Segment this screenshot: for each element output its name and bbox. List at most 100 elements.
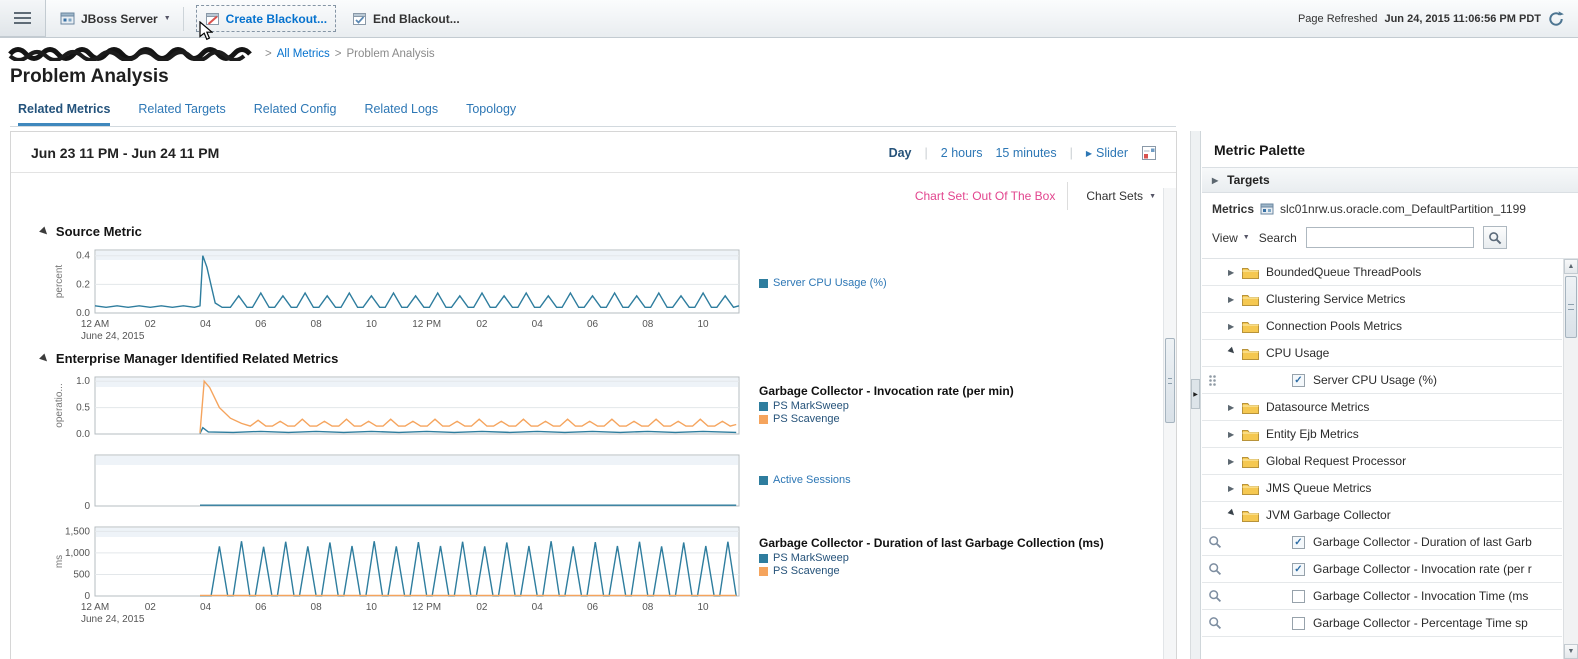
svg-text:0.4: 0.4 <box>76 251 90 262</box>
metric-search-icon[interactable] <box>1208 589 1222 603</box>
legend-entry: PS MarkSweep <box>759 552 1149 564</box>
tree-row[interactable]: ▶ Datasource Metrics <box>1202 394 1562 421</box>
tree-row[interactable]: ✓ Garbage Collector - Invocation rate (pe… <box>1202 556 1562 583</box>
svg-text:10: 10 <box>366 602 378 613</box>
metric-checkbox[interactable] <box>1292 616 1305 630</box>
calendar-icon[interactable] <box>1141 145 1158 161</box>
tab-topology[interactable]: Topology <box>466 102 517 116</box>
slider-toggle[interactable]: ▶ Slider <box>1086 146 1128 160</box>
tree-row[interactable]: ▶ Connection Pools Metrics <box>1202 313 1562 340</box>
partition-target-icon <box>1260 202 1274 216</box>
legend-swatch <box>759 278 768 288</box>
tree-row[interactable]: ▶ Global Request Processor <box>1202 448 1562 475</box>
metric-search-icon[interactable] <box>1208 535 1222 549</box>
tree-row[interactable]: ✓ Garbage Collector - Duration of last Ga… <box>1202 529 1562 556</box>
splitter-collapse-handle[interactable]: ▶ <box>1191 379 1200 409</box>
blackout-icon <box>205 11 220 26</box>
main-scrollbar-thumb[interactable] <box>1165 338 1175 423</box>
metric-search-icon[interactable] <box>1208 616 1222 630</box>
metric-search-icon[interactable] <box>1208 562 1222 576</box>
end-blackout-button[interactable]: End Blackout... <box>344 6 468 31</box>
svg-text:06: 06 <box>587 319 599 330</box>
expand-icon[interactable]: ▶ <box>1228 267 1235 277</box>
play-icon: ▶ <box>1085 148 1093 158</box>
collapse-icon[interactable]: ▶ <box>1226 344 1238 356</box>
tree-row[interactable]: ▶ BoundedQueue ThreadPools <box>1202 259 1562 286</box>
legend-swatch <box>759 553 768 563</box>
metric-checkbox[interactable] <box>1292 589 1305 603</box>
panel-splitter[interactable]: ▶ <box>1190 131 1201 659</box>
palette-scrollbar-thumb[interactable] <box>1565 276 1577 338</box>
view-2hours-link[interactable]: 2 hours <box>940 146 983 160</box>
expand-icon[interactable]: ▶ <box>1228 321 1235 331</box>
metric-checkbox[interactable]: ✓ <box>1292 373 1305 387</box>
main-scrollbar[interactable] <box>1163 188 1176 659</box>
scroll-down-button[interactable]: ▼ <box>1564 644 1578 659</box>
breadcrumb-link-all-metrics[interactable]: All Metrics <box>276 48 330 60</box>
tab-bar: Related Metrics Related Targets Related … <box>10 102 1176 127</box>
legend-label[interactable]: Server CPU Usage (%) <box>773 277 887 289</box>
svg-text:12 PM: 12 PM <box>412 319 441 330</box>
section-source-metric[interactable]: ▶ Source Metric <box>39 224 1176 239</box>
active-sessions-legend: Active Sessions <box>759 450 1149 514</box>
legend-label[interactable]: Active Sessions <box>773 474 851 486</box>
row-gutter <box>1202 535 1228 549</box>
time-range-label: Jun 23 11 PM - Jun 24 11 PM <box>31 145 220 161</box>
expand-icon[interactable]: ▶ <box>1228 294 1235 304</box>
targets-section-header[interactable]: ▶ Targets <box>1202 167 1578 193</box>
tree-row[interactable]: ▶ JVM Garbage Collector <box>1202 502 1562 529</box>
folder-label: CPU Usage <box>1266 346 1330 360</box>
target-menu-button[interactable]: JBoss Server ▼ <box>60 11 171 26</box>
tree-row[interactable]: ✓ Server CPU Usage (%) <box>1202 367 1562 394</box>
tab-related-metrics[interactable]: Related Metrics <box>18 102 111 126</box>
tab-related-logs[interactable]: Related Logs <box>364 102 439 116</box>
scroll-up-button[interactable]: ▲ <box>1564 259 1578 274</box>
expand-icon[interactable]: ▶ <box>1228 483 1235 493</box>
svg-text:percent: percent <box>54 265 65 299</box>
legend-swatch <box>759 475 768 485</box>
divider: | <box>1069 146 1073 160</box>
tree-row[interactable]: ▶ Entity Ejb Metrics <box>1202 421 1562 448</box>
legend-label: PS MarkSweep <box>773 400 849 412</box>
gc-invocation-rate-chart: 0.0 0.5 1.0 operatio... <box>49 372 749 442</box>
view-15minutes-link[interactable]: 15 minutes <box>995 146 1057 160</box>
tree-row[interactable]: ▶ JMS Queue Metrics <box>1202 475 1562 502</box>
tree-row[interactable]: ▶ CPU Usage <box>1202 340 1562 367</box>
tab-related-config[interactable]: Related Config <box>253 102 337 116</box>
metric-checkbox[interactable]: ✓ <box>1292 535 1305 549</box>
page-title: Problem Analysis <box>10 66 169 87</box>
folder-label: JMS Queue Metrics <box>1266 481 1372 495</box>
search-input[interactable] <box>1305 227 1474 248</box>
tree-row[interactable]: ▶ Clustering Service Metrics <box>1202 286 1562 313</box>
view-menu-button[interactable]: View ▼ <box>1212 231 1250 245</box>
palette-scrollbar[interactable]: ▲ ▼ <box>1563 259 1578 659</box>
search-button[interactable] <box>1482 226 1507 249</box>
expand-icon[interactable]: ▶ <box>1228 402 1235 412</box>
expand-icon[interactable]: ▶ <box>1228 429 1235 439</box>
folder-icon <box>1242 320 1259 333</box>
create-blackout-button[interactable]: Create Blackout... <box>195 5 337 32</box>
chart-row: 0.0 0.5 1.0 operatio... Garbage Collector -… <box>49 372 1176 442</box>
metric-checkbox[interactable]: ✓ <box>1292 562 1305 576</box>
tree-row[interactable]: Garbage Collector - Percentage Time sp <box>1202 610 1562 637</box>
legend-entry: PS MarkSweep <box>759 400 1149 412</box>
tree-row[interactable]: Garbage Collector - Invocation Time (ms <box>1202 583 1562 610</box>
chart-sets-dropdown[interactable]: Chart Sets ▼ <box>1080 185 1162 207</box>
view-day-link[interactable]: Day <box>888 146 912 160</box>
tab-related-targets[interactable]: Related Targets <box>138 102 226 116</box>
search-label: Search <box>1258 230 1297 245</box>
menu-toggle-button[interactable] <box>0 0 46 37</box>
page-refreshed: Page Refreshed Jun 24, 2015 11:06:56 PM … <box>1298 10 1578 27</box>
legend-label: PS Scavenge <box>773 565 840 577</box>
svg-text:08: 08 <box>642 319 654 330</box>
expand-icon[interactable]: ▶ <box>1228 456 1235 466</box>
refresh-icon[interactable] <box>1548 10 1564 27</box>
folder-icon <box>1242 347 1259 360</box>
section-related-metrics[interactable]: ▶ Enterprise Manager Identified Related … <box>39 351 1176 366</box>
folder-icon <box>1242 266 1259 279</box>
charts-panel: Jun 23 11 PM - Jun 24 11 PM Day | 2 hour… <box>10 131 1177 659</box>
collapse-icon[interactable]: ▶ <box>1226 506 1238 518</box>
folder-label: JVM Garbage Collector <box>1266 508 1391 522</box>
drag-handle-icon[interactable] <box>1208 374 1217 387</box>
svg-text:08: 08 <box>311 319 323 330</box>
